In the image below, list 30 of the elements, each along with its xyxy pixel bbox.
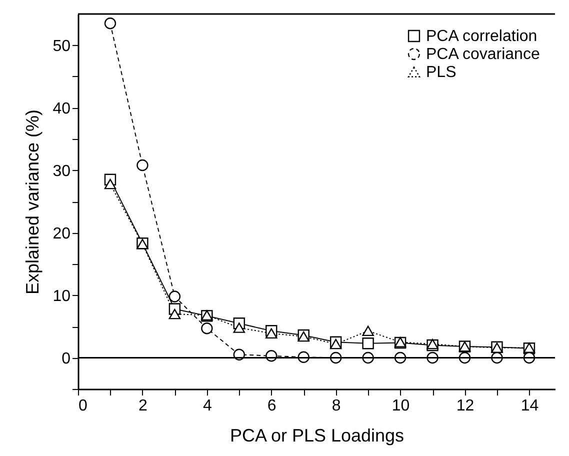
point	[168, 290, 181, 302]
point	[330, 338, 342, 350]
x-tick-label: 2	[138, 398, 148, 414]
x-tick-label: 4	[202, 398, 212, 414]
y-tick-label: 30	[52, 162, 71, 180]
x-tick-label: 0	[78, 398, 88, 414]
x-tick-label: 6	[267, 398, 276, 414]
point	[266, 328, 278, 339]
y-tick-label: 20	[52, 225, 71, 242]
legend-label: PCA correlation	[426, 28, 538, 45]
y-tick-label: 10	[52, 288, 71, 305]
legend-label: PLS	[426, 64, 456, 81]
x-tick-label: 8	[332, 398, 341, 414]
point	[362, 326, 374, 336]
point	[168, 308, 181, 320]
y-tick-label: 50	[52, 38, 71, 55]
x-tick-label: 12	[456, 398, 474, 414]
point	[201, 322, 213, 334]
y-tick-label: 40	[52, 100, 71, 118]
point	[104, 178, 116, 190]
point	[233, 322, 245, 333]
y-tick-label: 0	[62, 350, 71, 368]
x-tick-label: 10	[392, 398, 410, 414]
x-axis-title: PCA or PLS Loadings	[230, 426, 404, 446]
point	[136, 159, 148, 172]
legend-label: PCA covariance	[426, 46, 540, 63]
point	[362, 338, 374, 350]
x-tick-label: 14	[520, 398, 539, 414]
point	[104, 18, 116, 30]
y-axis-title: Explained variance (%)	[22, 109, 43, 295]
